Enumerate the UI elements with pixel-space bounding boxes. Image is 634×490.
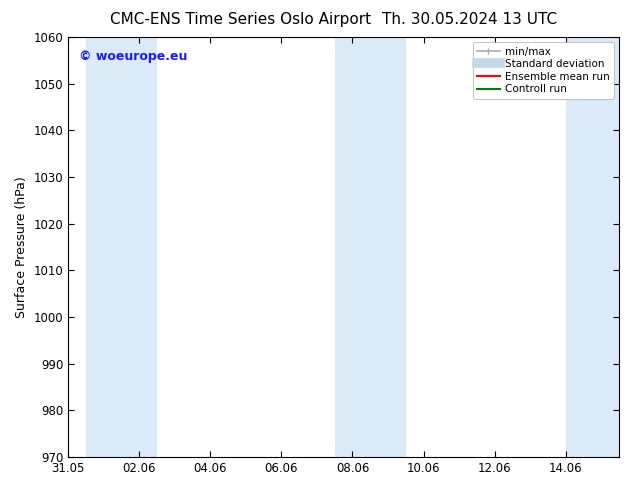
Bar [86,37,157,457]
Y-axis label: Surface Pressure (hPa): Surface Pressure (hPa) [15,176,28,318]
Legend: min/max, Standard deviation, Ensemble mean run, Controll run: min/max, Standard deviation, Ensemble me… [472,42,614,98]
Bar [335,37,406,457]
Text: CMC-ENS Time Series Oslo Airport: CMC-ENS Time Series Oslo Airport [110,12,372,27]
Text: © woeurope.eu: © woeurope.eu [79,50,188,63]
Bar [566,37,619,457]
Text: Th. 30.05.2024 13 UTC: Th. 30.05.2024 13 UTC [382,12,557,27]
